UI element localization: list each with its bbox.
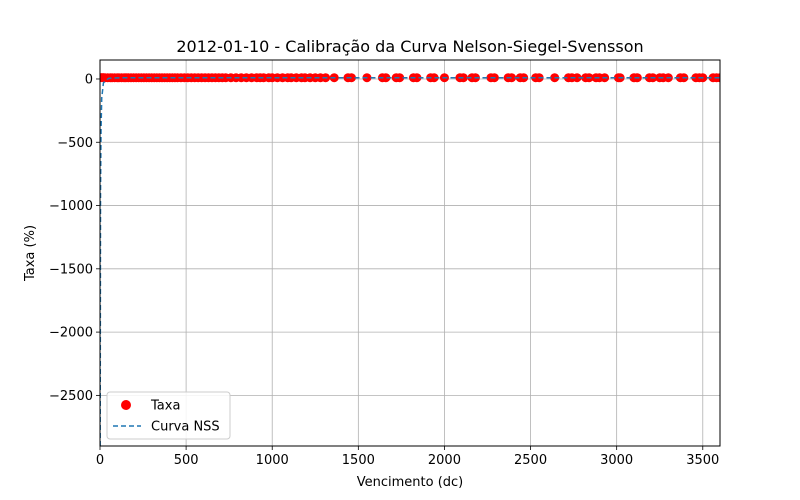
legend-label-taxa: Taxa	[150, 399, 180, 414]
x-tick-label: 3000	[600, 453, 633, 468]
y-tick-label: −1500	[49, 262, 93, 277]
x-tick-label: 2500	[514, 453, 547, 468]
plot-area	[100, 73, 720, 446]
data-point-taxa	[572, 73, 582, 83]
data-point-taxa	[381, 73, 391, 83]
x-tick-label: 500	[174, 453, 199, 468]
x-tick-label: 1000	[256, 453, 289, 468]
x-tick-label: 3500	[686, 453, 719, 468]
x-tick-label: 2000	[428, 453, 461, 468]
data-point-taxa	[429, 73, 439, 83]
y-tick-label: −500	[57, 136, 93, 151]
x-axis-label: Vencimento (dc)	[357, 475, 464, 490]
y-tick-label: −2500	[49, 389, 93, 404]
data-point-taxa	[412, 73, 422, 83]
axis-ticks: 0 500 1000 1500 2000 2500 3000 3500 0 −500 −1000 −1…	[49, 72, 719, 468]
y-tick-label: 0	[85, 72, 93, 87]
chart-title: 2012-01-10 - Calibração da Curva Nelson-…	[176, 37, 643, 56]
plot-frame	[99, 59, 721, 447]
data-point-taxa	[507, 73, 517, 83]
legend: Taxa Curva NSS	[106, 391, 231, 440]
x-tick-label: 0	[96, 453, 104, 468]
data-point-taxa	[395, 73, 405, 83]
y-axis-label: Taxa (%)	[23, 225, 38, 282]
series-line-curva-nss	[100, 76, 720, 446]
y-tick-label: −1000	[49, 199, 93, 214]
x-tick-label: 1500	[342, 453, 375, 468]
legend-label-curva-nss: Curva NSS	[151, 420, 220, 435]
y-tick-label: −2000	[49, 326, 93, 341]
legend-box	[106, 391, 231, 440]
legend-marker-taxa	[121, 400, 131, 410]
